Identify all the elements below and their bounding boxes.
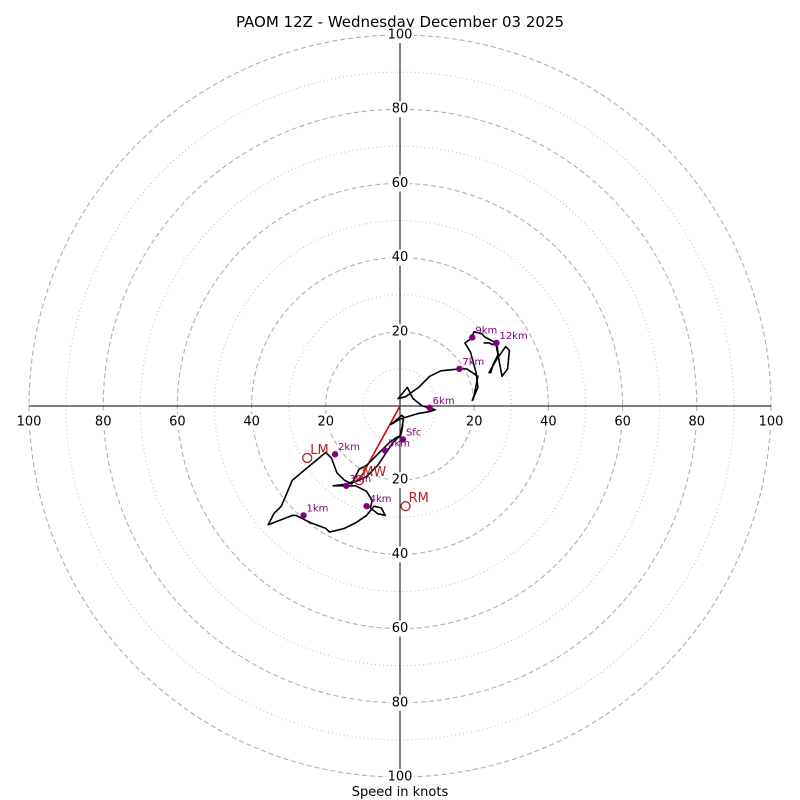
height-point-1km xyxy=(300,512,307,519)
y-tick-label: 60 xyxy=(392,176,409,191)
height-point-9km xyxy=(469,334,476,341)
chart-title: PAOM 12Z - Wednesday December 03 2025 xyxy=(236,13,564,31)
x-tick-label: 80 xyxy=(689,415,706,430)
storm-marker-label-rm: RM xyxy=(409,491,429,506)
height-point-3km xyxy=(343,482,350,489)
x-tick-label: 80 xyxy=(95,415,112,430)
height-label-3km: 3km xyxy=(349,474,371,485)
y-tick-label: 80 xyxy=(392,102,409,117)
height-point-12km xyxy=(493,339,500,347)
axis-tick-labels: 100 80 60 40 20 20 40 60 80 100 20 40 60 80 100 20 40 60 8… xyxy=(15,27,785,785)
y-tick-label: 20 xyxy=(392,324,409,339)
y-tick-label-bg xyxy=(390,323,410,340)
y-tick-label: 40 xyxy=(392,547,409,562)
shear-vector xyxy=(358,405,401,481)
storm-marker-rm xyxy=(400,501,411,512)
hodograph-trace xyxy=(267,330,511,533)
height-label-1km: 1km xyxy=(307,503,329,514)
x-tick-label-bg xyxy=(612,414,633,430)
height-label-6km: 6km xyxy=(433,396,455,407)
x-tick-label: 40 xyxy=(540,415,557,430)
x-tick-label: 100 xyxy=(17,415,42,430)
x-tick-label-bg xyxy=(315,414,336,430)
y-tick-label: 60 xyxy=(392,621,409,636)
y-tick-label-bg xyxy=(390,249,410,266)
x-tick-label-bg xyxy=(757,414,785,430)
x-tick-label: 20 xyxy=(318,415,335,430)
height-point-7km xyxy=(456,365,463,373)
x-tick-label: 60 xyxy=(169,415,186,430)
height-label-12km: 12km xyxy=(499,331,527,342)
y-tick-label-bg xyxy=(390,101,410,118)
storm-marker-lm xyxy=(302,452,313,464)
y-tick-label: 80 xyxy=(392,695,409,710)
x-tick-label-bg xyxy=(538,414,559,430)
height-point-4km xyxy=(363,502,370,510)
x-tick-label-bg xyxy=(686,414,707,430)
height-label-7km: 7km xyxy=(462,357,484,368)
y-tick-label: 20 xyxy=(392,473,409,488)
height-point-5km xyxy=(381,447,389,454)
y-tick-label-bg xyxy=(390,620,410,637)
y-tick-label: 100 xyxy=(388,770,413,785)
height-label-5km: 5km xyxy=(388,439,410,450)
storm-marker-mw xyxy=(354,475,365,486)
x-tick-label-bg xyxy=(241,414,262,430)
x-tick-label: 100 xyxy=(759,415,784,430)
y-tick-label-bg xyxy=(390,694,410,711)
x-tick-label-bg xyxy=(167,414,188,430)
x-tick-label-bg xyxy=(93,414,114,430)
x-tick-label-bg xyxy=(464,414,485,430)
y-tick-label-bg xyxy=(386,27,414,43)
height-label-4km: 4km xyxy=(370,494,392,505)
x-tick-label-bg xyxy=(15,414,43,430)
height-label-2km: 2km xyxy=(338,442,360,453)
height-point-2km xyxy=(331,451,339,458)
x-tick-label: 60 xyxy=(614,415,631,430)
y-tick-label: 40 xyxy=(392,250,409,265)
y-tick-label-bg xyxy=(390,175,410,192)
height-point-sfc xyxy=(399,436,407,443)
height-point-6km xyxy=(426,404,433,412)
y-tick-label-bg xyxy=(386,769,414,785)
hodograph-trace-layer xyxy=(267,330,511,533)
height-label-sfc: Sfc xyxy=(406,427,421,438)
storm-marker-label-mw: MW xyxy=(362,465,386,480)
y-tick-label-bg xyxy=(390,546,410,563)
x-tick-label: 40 xyxy=(243,415,260,430)
shear-vector-layer xyxy=(358,405,401,481)
y-tick-label-bg xyxy=(390,472,410,489)
storm-marker-label-lm: LM xyxy=(310,443,328,458)
y-tick-label: 100 xyxy=(388,28,413,43)
x-tick-label: 20 xyxy=(466,415,483,430)
height-label-9km: 9km xyxy=(475,325,497,336)
storm-motion-markers-layer: LM MW RM xyxy=(302,443,429,512)
x-axis-label: Speed in knots xyxy=(352,785,449,800)
